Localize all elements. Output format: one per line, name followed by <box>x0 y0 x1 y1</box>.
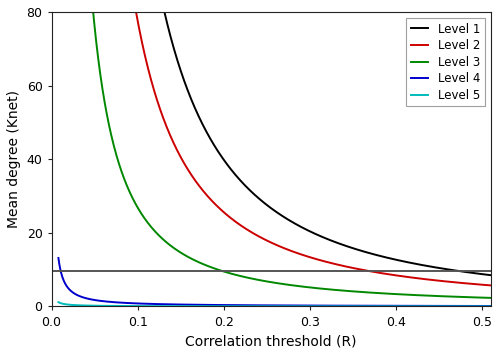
Level 3 <box>488 296 494 300</box>
Legend: Level 1, Level 2, Level 3, Level 4, Level 5: Level 1, Level 2, Level 3, Level 4, Leve… <box>406 18 485 106</box>
Level 5 <box>56 300 62 304</box>
Line: Level 5: Level 5 <box>58 302 490 306</box>
Level 2 <box>230 218 236 222</box>
Line: Level 1: Level 1 <box>58 0 490 275</box>
Y-axis label: Mean degree (Knet): Mean degree (Knet) <box>7 90 21 228</box>
Level 1 <box>352 247 358 251</box>
Level 2 <box>488 283 494 288</box>
Level 3 <box>100 87 105 92</box>
Level 4 <box>100 299 105 303</box>
Level 3 <box>400 293 406 297</box>
Level 3 <box>352 289 358 294</box>
Level 4 <box>488 304 494 308</box>
Level 4 <box>392 304 398 308</box>
Level 5 <box>488 304 494 308</box>
Level 4 <box>352 304 358 308</box>
Level 5 <box>392 304 398 308</box>
Level 1 <box>246 187 252 191</box>
Level 4 <box>400 304 406 308</box>
Level 3 <box>392 292 398 296</box>
Level 2 <box>400 274 406 279</box>
Level 4 <box>246 303 252 307</box>
Level 5 <box>352 304 358 308</box>
Level 3 <box>230 272 236 276</box>
Level 5 <box>230 304 236 308</box>
X-axis label: Correlation threshold (R): Correlation threshold (R) <box>186 334 357 348</box>
Level 5 <box>100 304 105 308</box>
Line: Level 2: Level 2 <box>58 0 490 285</box>
Level 1 <box>230 170 236 174</box>
Level 3 <box>246 276 252 280</box>
Level 2 <box>246 229 252 233</box>
Level 5 <box>400 304 406 308</box>
Level 2 <box>392 273 398 278</box>
Level 4 <box>56 256 62 260</box>
Level 2 <box>352 266 358 271</box>
Level 5 <box>246 304 252 308</box>
Line: Level 4: Level 4 <box>58 258 490 306</box>
Level 1 <box>488 273 494 277</box>
Line: Level 3: Level 3 <box>58 0 490 298</box>
Level 1 <box>400 259 406 263</box>
Level 4 <box>230 303 236 307</box>
Level 1 <box>392 257 398 262</box>
